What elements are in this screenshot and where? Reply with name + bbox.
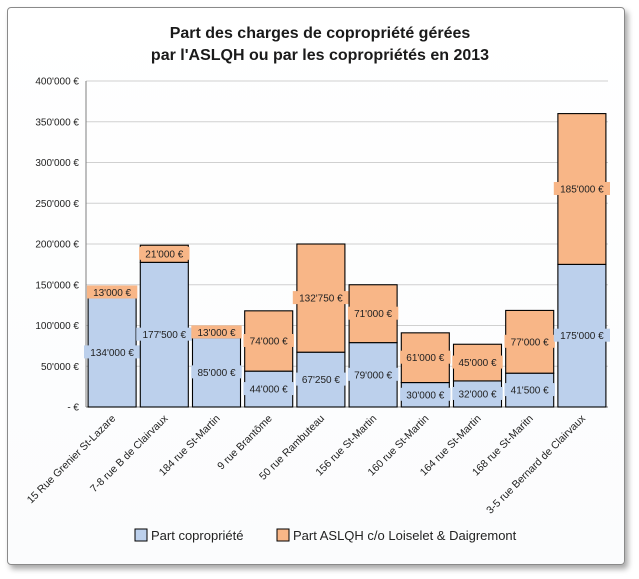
data-label-background xyxy=(191,365,242,379)
data-label-background xyxy=(553,181,610,195)
legend-label: Part copropriété xyxy=(151,528,244,543)
data-label: 13'000 € xyxy=(197,328,235,339)
y-tick-label: 250'000 € xyxy=(35,199,79,210)
data-label: 71'000 € xyxy=(354,309,392,320)
data-label-background xyxy=(452,386,503,400)
data-label: 134'000 € xyxy=(90,348,134,359)
legend-label: Part ASLQH c/o Loiselet & Daigremont xyxy=(293,528,517,543)
chart-title-line-1: Part des charges de copropriété gérées xyxy=(170,25,471,42)
x-tick-label: 9 rue Brantôme xyxy=(215,413,275,473)
data-label: 175'000 € xyxy=(560,331,604,342)
y-tick-label: 50'000 € xyxy=(41,362,79,373)
data-label-background xyxy=(292,291,349,305)
y-axis-ticks: - € 50'000 € 100'000 € 150'000 € 200'000 € 25… xyxy=(35,77,79,414)
data-label: 85'000 € xyxy=(197,368,235,379)
bars: 134'000 € 13'000 € 177'500 € 21'000 € 85'000… xyxy=(84,113,610,408)
y-tick-label: 200'000 € xyxy=(35,240,79,251)
data-label: 132'750 € xyxy=(299,294,343,305)
data-label: 79'000 € xyxy=(354,370,392,381)
legend-swatch xyxy=(134,528,148,542)
x-tick-label: 3-5 rue Bernard de Clairvaux xyxy=(484,412,588,516)
y-tick-label: 150'000 € xyxy=(35,280,79,291)
data-label: 185'000 € xyxy=(560,184,604,195)
legend: Part copropriété Part ASLQH c/o Loiselet … xyxy=(134,528,517,543)
data-label-background xyxy=(347,306,399,320)
data-label-background xyxy=(243,382,294,396)
data-label: 77'000 € xyxy=(511,337,549,348)
chart-title-line-2: par l'ASLQH ou par les copropriétés en 2… xyxy=(151,47,489,64)
y-tick-label: - € xyxy=(67,403,79,414)
y-tick-label: 350'000 € xyxy=(35,117,79,128)
data-label-background xyxy=(191,325,242,339)
legend-swatch xyxy=(276,528,290,542)
data-label: 41'500 € xyxy=(511,386,549,397)
data-label-background xyxy=(139,246,190,260)
data-label-background xyxy=(452,355,503,369)
y-tick-label: 300'000 € xyxy=(35,158,79,169)
data-label-background xyxy=(136,327,193,341)
data-label: 61'000 € xyxy=(406,353,444,364)
data-label: 177'500 € xyxy=(142,330,186,341)
data-label-background xyxy=(347,367,399,381)
data-label: 13'000 € xyxy=(93,288,131,299)
data-label: 30'000 € xyxy=(406,390,444,401)
data-label-background xyxy=(553,328,610,342)
data-label: 21'000 € xyxy=(145,249,183,260)
data-label-background xyxy=(400,350,451,364)
data-label-background xyxy=(295,372,347,386)
data-label: 67'250 € xyxy=(302,375,340,386)
y-tick-label: 400'000 € xyxy=(35,77,79,88)
data-label: 45'000 € xyxy=(458,358,496,369)
x-tick-label: 15 Rue Grenier St-Lazare xyxy=(25,413,119,507)
data-label-background xyxy=(504,383,555,397)
data-label-background xyxy=(504,334,555,348)
y-tick-label: 100'000 € xyxy=(35,321,79,332)
data-label-background xyxy=(400,387,451,401)
data-label-background xyxy=(243,333,294,347)
data-label: 44'000 € xyxy=(250,385,288,396)
data-label: 74'000 € xyxy=(250,336,288,347)
data-label-background xyxy=(84,345,141,359)
data-label-background xyxy=(86,285,138,299)
data-label: 32'000 € xyxy=(458,389,496,400)
